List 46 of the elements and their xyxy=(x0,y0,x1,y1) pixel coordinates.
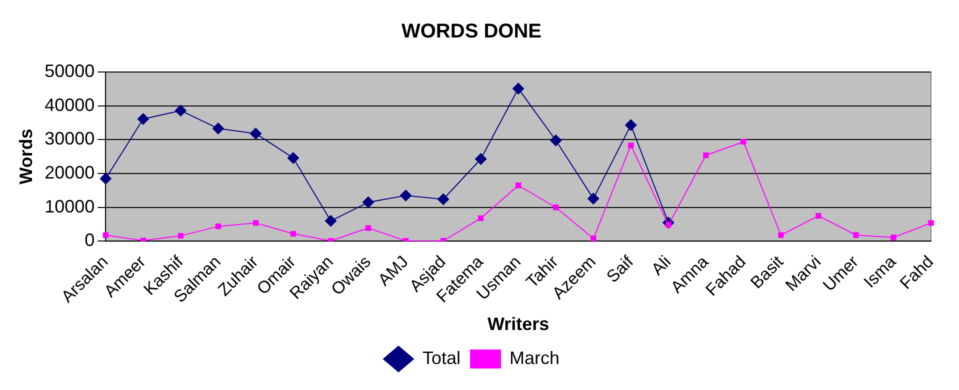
x-tick-label: Ali xyxy=(648,252,675,279)
point xyxy=(250,128,262,140)
y-tick-label: 10000 xyxy=(44,196,95,216)
legend-label: March xyxy=(510,348,560,368)
point xyxy=(365,225,372,231)
point xyxy=(102,232,108,238)
y-tick-label: 50000 xyxy=(44,60,95,81)
y-axis-title: Words xyxy=(16,128,36,184)
point xyxy=(512,82,524,95)
chart-title: WORDS DONE xyxy=(402,20,542,43)
point xyxy=(587,192,600,205)
point xyxy=(516,182,522,188)
x-axis-title: Writers xyxy=(487,314,550,334)
point xyxy=(362,196,374,208)
point xyxy=(628,142,634,148)
point xyxy=(215,224,222,230)
point xyxy=(474,152,487,165)
point xyxy=(703,152,709,158)
point xyxy=(137,113,150,126)
y-tick-label: 30000 xyxy=(44,128,95,149)
point xyxy=(590,236,596,242)
point xyxy=(740,138,746,145)
point xyxy=(252,220,259,226)
legend-label: Total xyxy=(422,348,461,368)
point xyxy=(400,190,412,202)
point xyxy=(324,214,337,227)
point xyxy=(550,134,562,146)
point xyxy=(778,232,784,238)
point xyxy=(478,215,484,222)
point xyxy=(100,172,112,185)
x-tick-label: Saif xyxy=(602,252,638,286)
y-tick-label: 40000 xyxy=(44,94,95,115)
point xyxy=(553,204,559,210)
point xyxy=(624,119,637,132)
y-tick-label: 0 xyxy=(84,230,95,250)
point xyxy=(174,104,187,117)
y-tick-label: 20000 xyxy=(44,162,95,182)
point xyxy=(178,232,184,239)
point xyxy=(853,232,859,238)
point xyxy=(890,234,896,240)
point xyxy=(290,230,296,237)
point xyxy=(437,193,450,206)
point xyxy=(928,220,934,226)
point xyxy=(816,213,822,219)
point xyxy=(212,122,224,135)
point xyxy=(287,152,300,164)
